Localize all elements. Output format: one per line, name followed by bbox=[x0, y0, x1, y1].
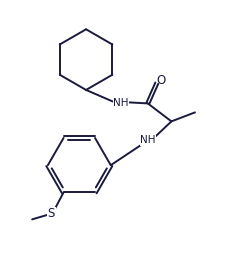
Text: O: O bbox=[156, 74, 165, 87]
Text: S: S bbox=[47, 207, 55, 220]
Text: NH: NH bbox=[112, 98, 128, 108]
Text: NH: NH bbox=[140, 135, 155, 146]
